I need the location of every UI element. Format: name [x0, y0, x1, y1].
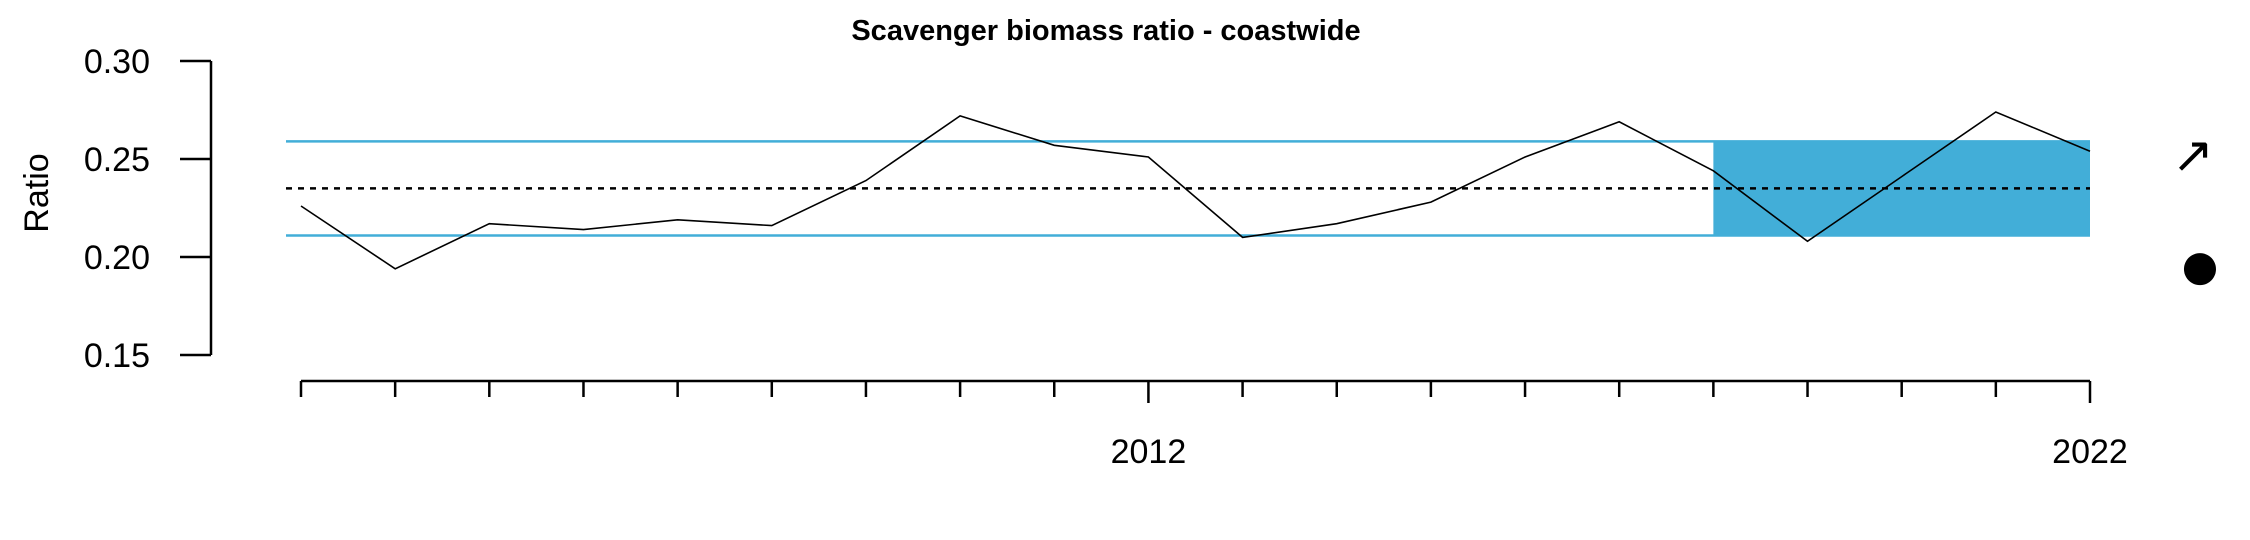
status-dot-icon: ● [2182, 241, 2219, 290]
y-tick-label: 0.15 [84, 337, 150, 375]
y-tick-label: 0.25 [84, 141, 150, 179]
plot-area: 0.15 0.20 0.25 0.30 2012 2022 [84, 43, 2128, 471]
y-axis-label: Ratio [18, 153, 56, 232]
recent-period-shade [1713, 141, 2090, 236]
chart-title: Scavenger biomass ratio - coastwide [851, 15, 1360, 47]
x-tick-label: 2012 [1111, 433, 1187, 471]
trend-arrow-icon: ↗ [2172, 126, 2214, 184]
series-line-0 [300, 111, 2091, 270]
y-tick-label: 0.20 [84, 239, 150, 277]
x-tick-label: 2022 [2052, 433, 2128, 471]
y-tick-label: 0.30 [84, 43, 150, 81]
